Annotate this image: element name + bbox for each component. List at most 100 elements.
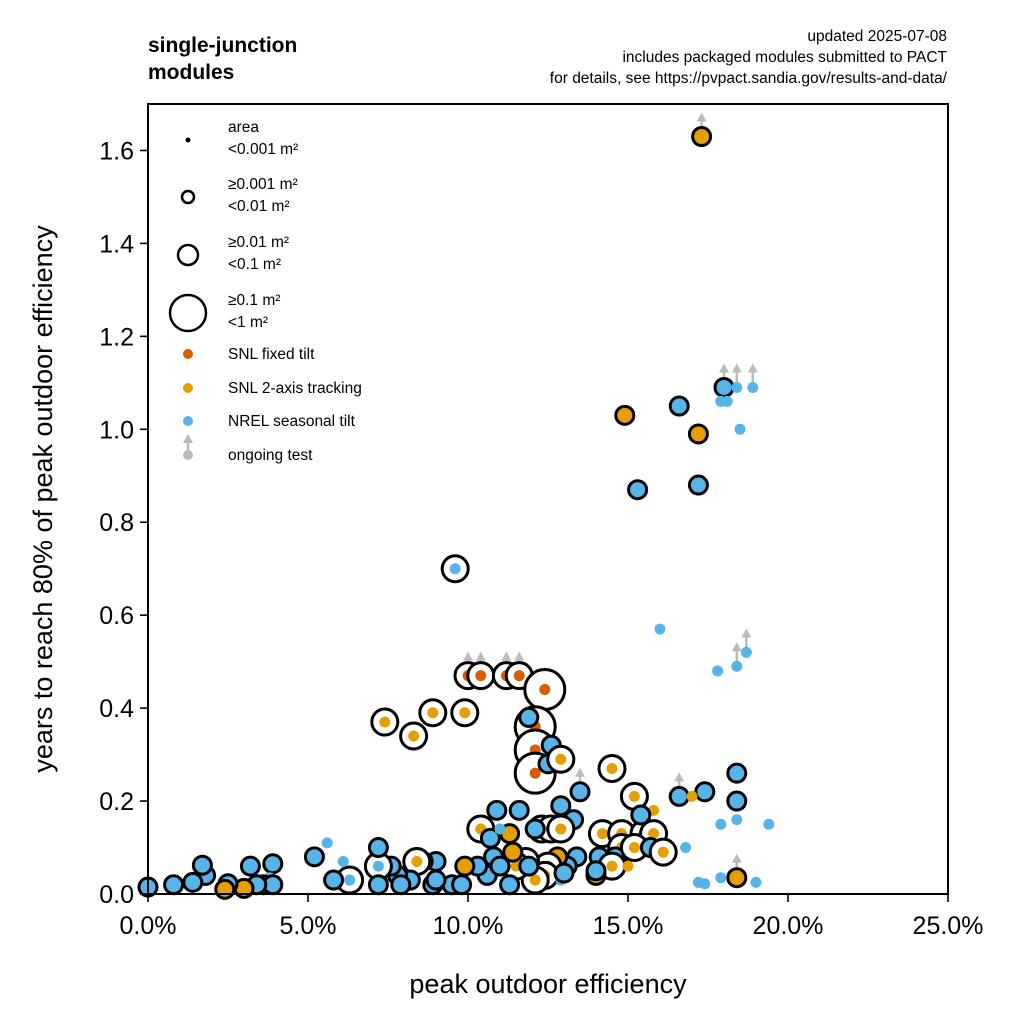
legend-size-marker <box>176 243 200 267</box>
series-dot <box>411 855 423 867</box>
data-point <box>630 804 652 826</box>
data-point <box>734 423 746 435</box>
series-dot <box>237 881 251 896</box>
ongoing-arrow-head <box>731 642 742 652</box>
chart-title: single-junction modules <box>148 34 297 84</box>
data-point <box>499 874 521 896</box>
series-dot <box>502 826 517 841</box>
data-point <box>163 874 185 896</box>
y-axis-label: years to reach 80% of peak outdoor effic… <box>28 225 58 773</box>
y-tick-label: 1.6 <box>99 137 134 165</box>
series-dot <box>528 821 543 836</box>
data-point <box>585 860 607 882</box>
y-tick-label: 0.0 <box>99 881 134 909</box>
legend-size-label: ≥0.1 m² <box>228 292 280 309</box>
series-dot <box>502 877 517 892</box>
data-point <box>747 381 759 393</box>
ongoing-arrow-head <box>514 651 525 661</box>
series-dot <box>185 875 200 890</box>
data-point <box>367 837 389 859</box>
series-dot <box>337 855 349 867</box>
legend-ongoing-arrow-head <box>183 434 193 443</box>
chart-title-line-1: single-junction <box>148 34 297 57</box>
data-point <box>303 846 325 868</box>
ongoing-arrow-head <box>731 853 742 863</box>
data-point <box>214 878 236 900</box>
series-dot <box>680 842 692 854</box>
series-dot <box>539 684 551 696</box>
series-dot <box>750 876 762 888</box>
ongoing-arrow-head <box>747 363 758 373</box>
legend-series-marker <box>183 416 193 426</box>
ongoing-arrow-head <box>501 651 512 661</box>
series-dot <box>622 860 634 872</box>
series-dot <box>617 408 632 423</box>
series-dot <box>505 845 520 860</box>
data-point <box>518 855 540 877</box>
series-dot <box>691 478 706 493</box>
y-tick-label: 1.4 <box>99 230 134 258</box>
series-dot <box>321 837 333 849</box>
series-dot <box>529 874 541 886</box>
data-point <box>390 874 412 896</box>
series-dot <box>717 380 731 395</box>
y-axis: 0.0 0.2 0.4 0.6 0.8 1.0 1.2 1.4 1.6 <box>99 137 148 909</box>
x-tick-label: 5.0% <box>280 912 337 940</box>
data-point <box>486 799 508 821</box>
ongoing-arrow-head <box>741 628 752 638</box>
data-point <box>715 818 727 830</box>
series-dot <box>521 859 536 874</box>
data-point <box>502 841 524 863</box>
note-details-link: for details, see https://pvpact.sandia.g… <box>550 70 948 87</box>
series-dot <box>628 790 640 802</box>
data-point <box>721 395 733 407</box>
data-point <box>323 869 345 891</box>
series-dot <box>371 840 386 855</box>
note-updated: updated 2025-07-08 <box>807 28 947 45</box>
data-point <box>440 554 470 584</box>
legend-size-label: <0.001 m² <box>228 141 298 158</box>
series-dot <box>459 707 471 719</box>
data-point <box>233 877 255 899</box>
series-dot <box>326 873 341 888</box>
x-tick-label: 25.0% <box>913 912 984 940</box>
series-dot <box>606 860 618 872</box>
data-point <box>182 871 204 893</box>
legend-size-item: ≥0.1 m² <1 m² <box>168 292 280 333</box>
series-dot <box>494 823 506 835</box>
data-point <box>546 744 576 774</box>
ongoing-arrow-head <box>475 651 486 661</box>
series-dot <box>686 790 698 802</box>
data-point <box>550 795 572 817</box>
data-point <box>518 706 540 728</box>
series-dot <box>512 803 527 818</box>
series-dot <box>483 831 498 846</box>
data-point <box>425 869 447 891</box>
data-point <box>680 842 692 854</box>
series-dot <box>694 129 709 144</box>
series-dot <box>648 828 660 840</box>
series-dot <box>457 859 472 874</box>
series-dot <box>606 763 618 775</box>
series-dot <box>217 882 232 897</box>
data-point <box>687 474 709 496</box>
legend-size-marker <box>168 293 208 333</box>
series-dot <box>166 877 181 892</box>
y-tick-label: 1.2 <box>99 323 134 351</box>
series-dot <box>630 482 645 497</box>
legend-size-label: <0.01 m² <box>228 198 290 215</box>
legend-series-item: SNL fixed tilt <box>183 346 315 363</box>
ongoing-arrow-head <box>674 772 685 782</box>
data-point <box>614 404 636 426</box>
data-point <box>524 818 546 840</box>
series-dot <box>307 849 322 864</box>
x-tick-label: 15.0% <box>593 912 664 940</box>
series-dot <box>747 381 759 393</box>
data-point <box>399 721 429 751</box>
data-point <box>668 395 690 417</box>
legend-series-marker <box>183 349 193 359</box>
x-tick-label: 20.0% <box>753 912 824 940</box>
series-dot <box>427 707 439 719</box>
y-tick-label: 1.0 <box>99 416 134 444</box>
chart-notes: updated 2025-07-08 includes packaged mod… <box>550 28 948 87</box>
